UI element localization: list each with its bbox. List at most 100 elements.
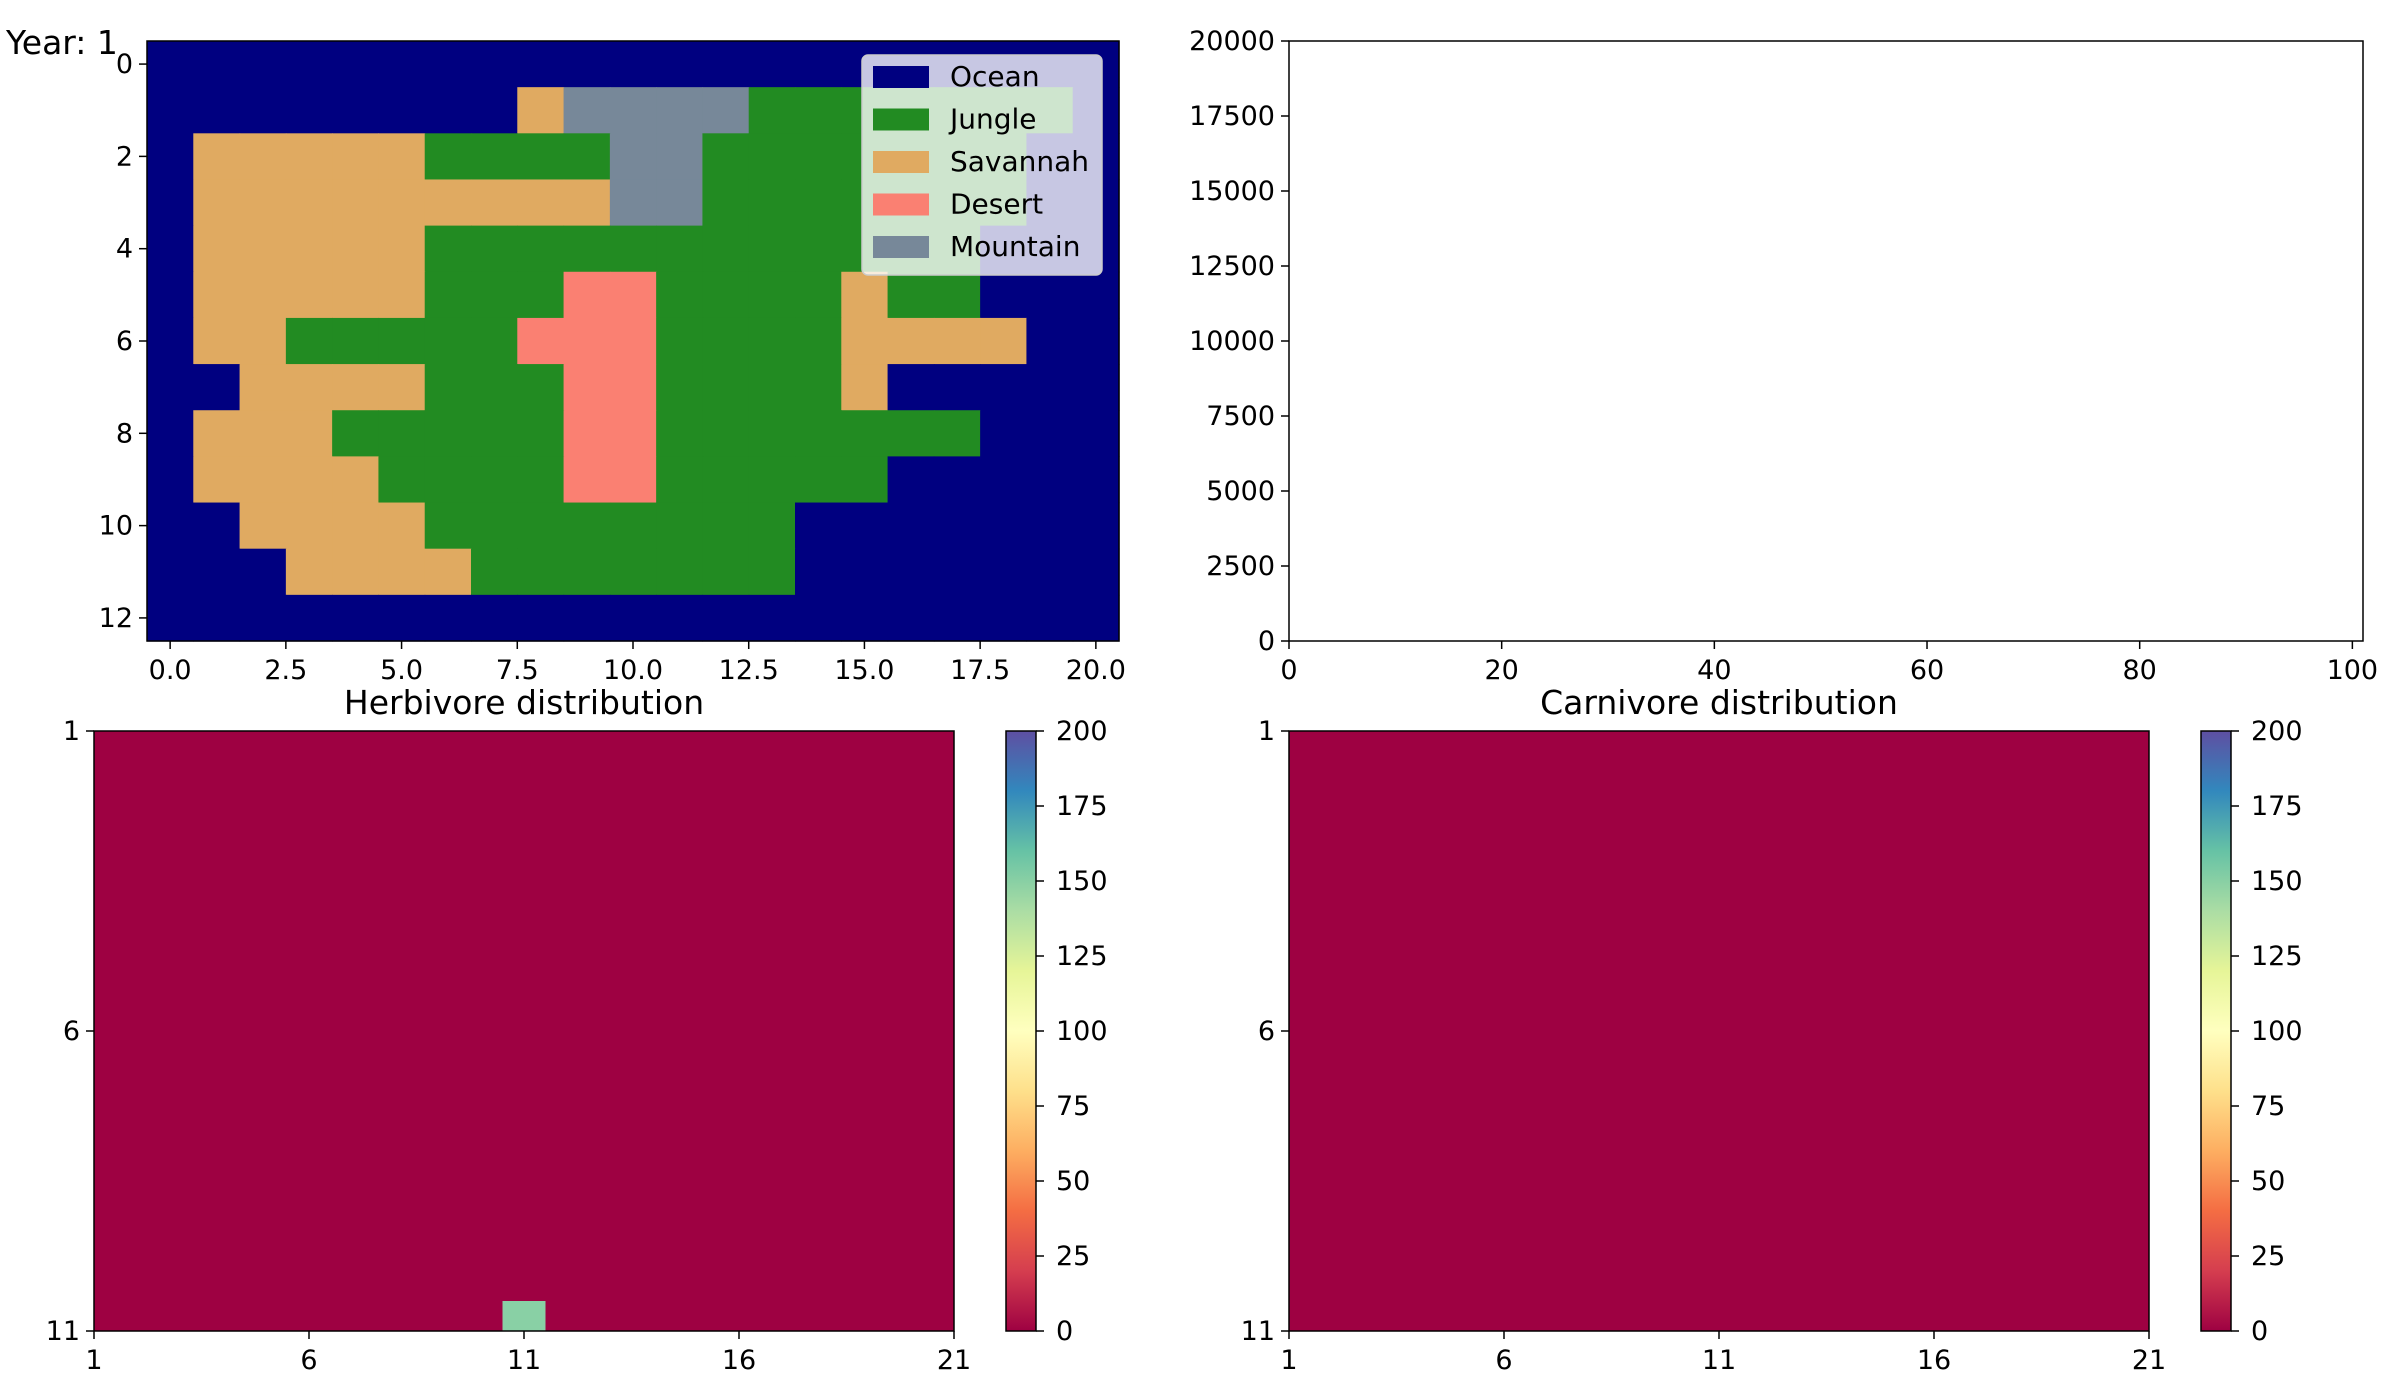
map-cell	[748, 133, 796, 181]
map-cell	[517, 502, 565, 550]
x-tick-label: 17.5	[950, 655, 1010, 686]
map-cell	[841, 317, 889, 365]
map-cell	[147, 317, 194, 365]
y-tick-label: 11	[46, 1316, 80, 1347]
map-cell	[193, 502, 241, 550]
x-tick-label: 10.0	[603, 655, 663, 686]
map-cell	[656, 548, 704, 596]
map-cell	[1072, 317, 1120, 365]
map-cell	[933, 548, 981, 596]
map-cell	[795, 456, 842, 504]
map-cell	[748, 456, 796, 504]
map-cell	[378, 317, 426, 365]
map-cell	[563, 502, 611, 550]
map-cell	[980, 317, 1028, 365]
heatmap-cell	[502, 1301, 546, 1331]
carnivore-chart-title: Carnivore distribution	[1540, 683, 1898, 722]
map-cell	[193, 548, 241, 596]
map-cell	[1026, 456, 1074, 504]
map-cell	[563, 317, 611, 365]
map-cell	[424, 364, 472, 411]
legend-swatch-ocean	[873, 66, 929, 88]
map-cell	[332, 456, 380, 504]
colorbar-tick-label: 200	[2251, 716, 2303, 747]
y-tick-label: 20000	[1189, 26, 1275, 57]
y-tick-label: 10	[99, 511, 133, 542]
map-cell	[378, 225, 426, 273]
colorbar-tick-label: 175	[1056, 791, 1108, 822]
map-cell	[424, 502, 472, 550]
map-cell	[609, 364, 657, 411]
y-tick-label: 6	[1258, 1016, 1275, 1047]
legend-label-desert: Desert	[950, 188, 1043, 221]
y-tick-label: 12	[99, 603, 133, 634]
map-cell	[933, 456, 981, 504]
map-cell	[285, 179, 333, 227]
map-cell	[424, 317, 472, 365]
x-tick-label: 1	[85, 1345, 102, 1376]
map-cell	[841, 410, 889, 457]
y-tick-label: 5000	[1206, 476, 1275, 507]
map-cell	[517, 594, 565, 642]
map-cell	[424, 225, 472, 273]
x-tick-label: 21	[2132, 1345, 2166, 1376]
map-cell	[795, 271, 842, 319]
map-cell	[980, 456, 1028, 504]
map-cell	[332, 410, 380, 457]
colorbar-tick-label: 25	[1056, 1241, 1090, 1272]
map-cell	[980, 502, 1028, 550]
map-cell	[748, 87, 796, 134]
map-cell	[517, 225, 565, 273]
map-cell	[795, 548, 842, 596]
map-cell	[1072, 410, 1120, 457]
map-cell	[517, 548, 565, 596]
x-tick-label: 100	[2327, 655, 2379, 686]
y-tick-label: 6	[116, 326, 133, 357]
map-cell	[656, 410, 704, 457]
map-cell	[332, 548, 380, 596]
population-line-chart: 0 20 40 60 80 100 0 2500 5000 7500 10000 12500 1500…	[1189, 26, 2378, 686]
map-cell	[748, 502, 796, 550]
map-cell	[702, 456, 750, 504]
map-cell	[748, 548, 796, 596]
legend-label-jungle: Jungle	[948, 103, 1037, 136]
map-cell	[378, 179, 426, 227]
map-cell	[656, 87, 704, 134]
y-tick-label: 15000	[1189, 176, 1275, 207]
legend-label-mountain: Mountain	[950, 230, 1080, 263]
map-cell	[795, 87, 842, 134]
map-cell	[378, 548, 426, 596]
map-cell	[980, 271, 1028, 319]
map-cell	[795, 410, 842, 457]
map-cell	[1072, 594, 1120, 642]
map-cell	[702, 594, 750, 642]
x-tick-label: 0.0	[149, 655, 192, 686]
map-cell	[285, 87, 333, 134]
map-cell	[147, 225, 194, 273]
map-cell	[933, 594, 981, 642]
map-cell	[841, 456, 889, 504]
map-cell	[841, 364, 889, 411]
x-tick-label: 0	[1280, 655, 1297, 686]
map-cell	[1026, 317, 1074, 365]
map-cell	[471, 548, 518, 596]
map-cell	[609, 225, 657, 273]
map-cell	[563, 456, 611, 504]
carnivore-colorbar-ticks: 0 25 50 75 100 125 150 175 200	[2231, 716, 2303, 1347]
island-map-chart: 0.0 2.5 5.0 7.5 10.0 12.5 15.0 17.5 20.0 0 2 4 6 8 10…	[99, 40, 1126, 686]
map-cell	[285, 317, 333, 365]
map-cell	[1072, 271, 1120, 319]
map-cell	[563, 133, 611, 181]
map-cell	[748, 594, 796, 642]
map-cell	[147, 179, 194, 227]
map-cell	[609, 87, 657, 134]
map-cell	[471, 502, 518, 550]
map-cell	[193, 271, 241, 319]
map-cell	[702, 410, 750, 457]
map-cell	[656, 271, 704, 319]
map-cell	[332, 502, 380, 550]
map-cell	[517, 364, 565, 411]
map-cell	[332, 87, 380, 134]
